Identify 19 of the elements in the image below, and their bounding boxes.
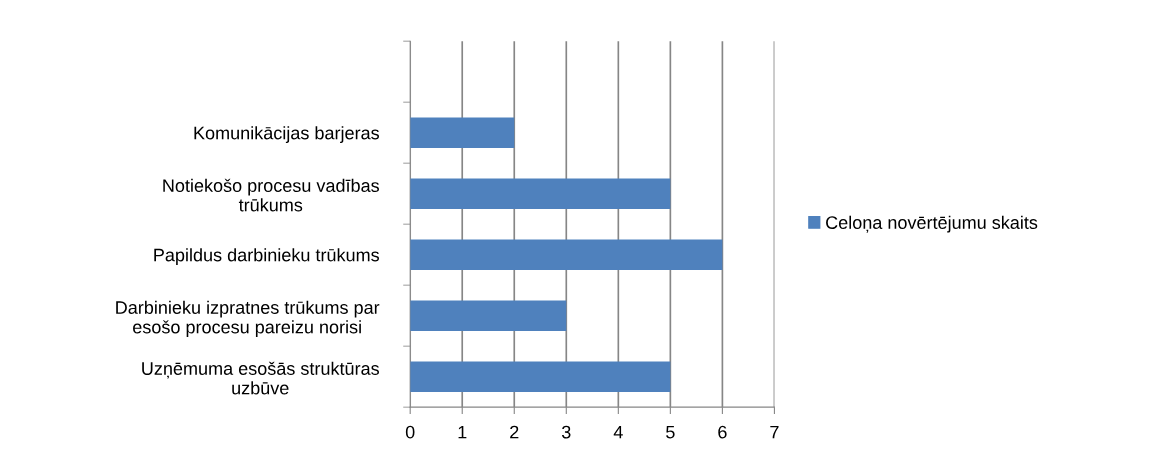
y-tick-label: Papildus darbinieku trūkums [154,248,379,265]
x-tick-label: 1 [458,425,467,439]
bar [410,300,567,331]
bar [410,361,671,392]
y-tick-label: Notiekošo procesu vadības trūkums [163,178,379,212]
x-tick-label: 4 [613,425,623,439]
y-tick-label: Uzņēmuma esošās struktūras uzbūve [142,361,379,395]
bar [410,178,671,209]
bar [410,239,723,270]
y-tick-label: Darbinieku izpratnes trūkums par esošo procesu pareizu norisi [116,300,380,338]
x-tick-label: 2 [510,425,519,439]
x-tick-label: 0 [405,425,415,439]
x-tick-label: 3 [561,425,571,439]
bar [410,117,515,148]
y-tick-label: Komunikācijas barjeras [194,126,379,143]
legend-label: Celoņa novērtējumu skaits [826,215,1038,233]
x-tick-label: 6 [718,425,727,439]
x-tick-label: 7 [770,425,779,439]
x-tick-label: 5 [666,425,675,439]
